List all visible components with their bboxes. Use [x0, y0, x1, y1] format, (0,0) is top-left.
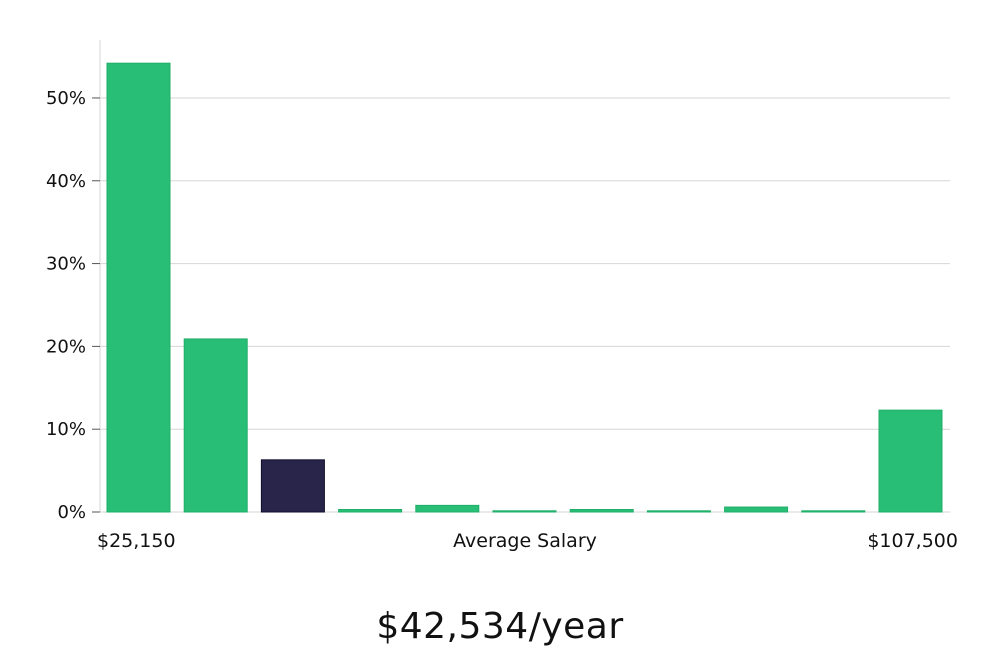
bar-highlighted — [260, 459, 325, 513]
bar — [878, 409, 943, 513]
x-axis-label: Average Salary — [453, 530, 597, 552]
y-tick-label: 0% — [57, 502, 86, 523]
salary-histogram: 0% 10% 20% 30% 40% 50% $25,150 Average Salary… — [46, 40, 958, 552]
y-tick-label: 20% — [46, 336, 86, 357]
y-tick-label: 50% — [46, 88, 86, 109]
bar — [646, 510, 711, 513]
bar — [724, 506, 789, 513]
bar — [106, 62, 171, 513]
bar — [569, 509, 634, 513]
average-salary-value: $42,534/year — [376, 606, 624, 647]
bar — [801, 510, 866, 513]
y-tick-label: 10% — [46, 419, 86, 440]
y-tick-label: 40% — [46, 171, 86, 192]
bar — [338, 509, 403, 513]
x-start-label: $25,150 — [97, 530, 176, 552]
bar — [492, 510, 557, 513]
bar — [415, 504, 480, 513]
y-tick-label: 30% — [46, 254, 86, 275]
x-end-label: $107,500 — [867, 530, 958, 552]
bar — [183, 338, 248, 513]
